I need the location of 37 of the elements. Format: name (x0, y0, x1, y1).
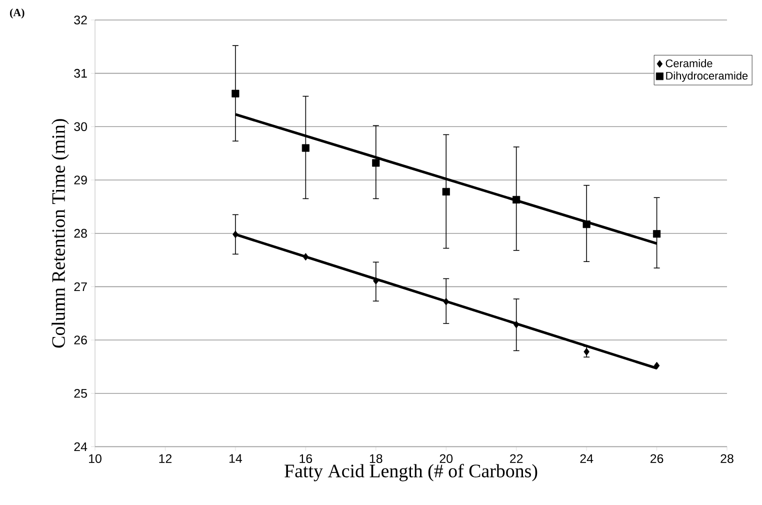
x-tick-label: 20 (440, 454, 453, 464)
point (302, 144, 310, 152)
legend-label: Ceramide (666, 59, 712, 68)
point (512, 196, 520, 204)
point (373, 277, 379, 285)
y-tick-label: 31 (74, 68, 87, 78)
text: (A) (10, 8, 24, 18)
x-tick-label: 14 (229, 454, 242, 463)
y-tick-label: 26 (74, 336, 87, 344)
point (653, 230, 661, 238)
x-tick-label: 12 (159, 454, 172, 463)
x-tick-label: 22 (510, 454, 523, 463)
y-axis-title: Column Retention Time (min) (52, 119, 69, 348)
x-tick-label: 16 (300, 454, 312, 464)
point (442, 188, 450, 196)
x-tick-label: 28 (720, 454, 734, 464)
point (372, 159, 380, 167)
point (513, 320, 520, 328)
y-tick-label: 28 (74, 228, 87, 238)
y-tick-label: 25 (74, 388, 87, 398)
point (443, 298, 450, 306)
y-tick-label: 29 (74, 176, 87, 184)
x-tick-label: 26 (650, 454, 664, 464)
point (654, 362, 660, 370)
x-tick-label: 24 (580, 454, 594, 463)
point (232, 230, 238, 238)
point (232, 90, 240, 98)
x-tick-label: 18 (370, 454, 382, 464)
y-tick-label: 27 (74, 282, 87, 292)
point (582, 220, 590, 228)
point (302, 253, 309, 261)
legend-label: Dihydroceramide (666, 72, 748, 82)
x-axis-title: Fatty Acid Length (# of Carbons) (284, 464, 538, 482)
y-tick-label: 32 (74, 16, 87, 24)
y-tick-label: 24 (74, 442, 88, 452)
y-tick-label: 30 (74, 122, 87, 132)
x-tick-label: 10 (89, 454, 102, 464)
